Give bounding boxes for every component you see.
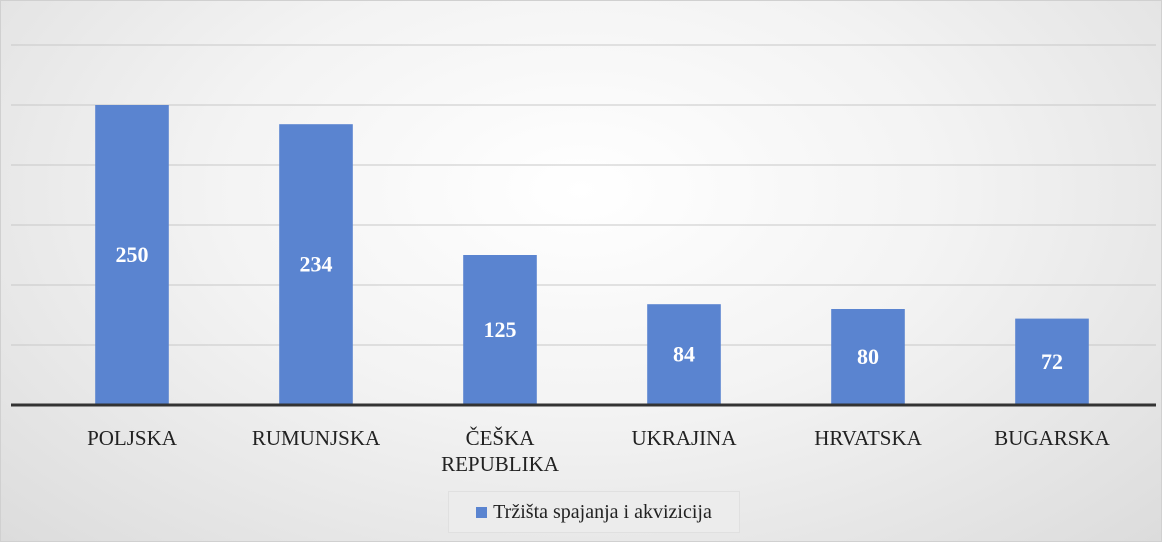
x-tick-label: POLJSKA xyxy=(87,426,177,450)
legend-label: Tržišta spajanja i akvizicija xyxy=(493,500,712,523)
bar xyxy=(279,124,353,405)
bar xyxy=(647,304,721,405)
bar xyxy=(1015,318,1089,405)
x-tick-label: RUMUNJSKA xyxy=(251,426,381,450)
x-tick-label: ČEŠKA REPUBLIKA xyxy=(441,426,559,476)
value-label: 72 xyxy=(1041,349,1063,374)
legend: Tržišta spajanja i akvizicija xyxy=(448,491,740,533)
bar xyxy=(831,309,905,405)
value-label: 80 xyxy=(857,344,879,369)
value-label: 250 xyxy=(116,242,149,267)
bar xyxy=(95,105,169,405)
legend-swatch xyxy=(476,506,488,518)
bar xyxy=(463,255,537,405)
value-label: 84 xyxy=(673,342,695,367)
value-label: 234 xyxy=(300,252,333,277)
value-label: 125 xyxy=(484,317,517,342)
x-tick-label: BUGARSKA xyxy=(994,426,1110,450)
x-tick-label: UKRAJINA xyxy=(631,426,737,450)
x-tick-label: HRVATSKA xyxy=(814,426,922,450)
